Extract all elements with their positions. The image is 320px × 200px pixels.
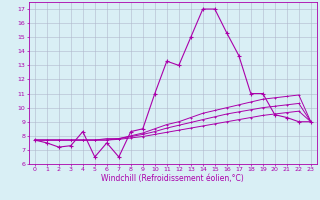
- X-axis label: Windchill (Refroidissement éolien,°C): Windchill (Refroidissement éolien,°C): [101, 174, 244, 183]
